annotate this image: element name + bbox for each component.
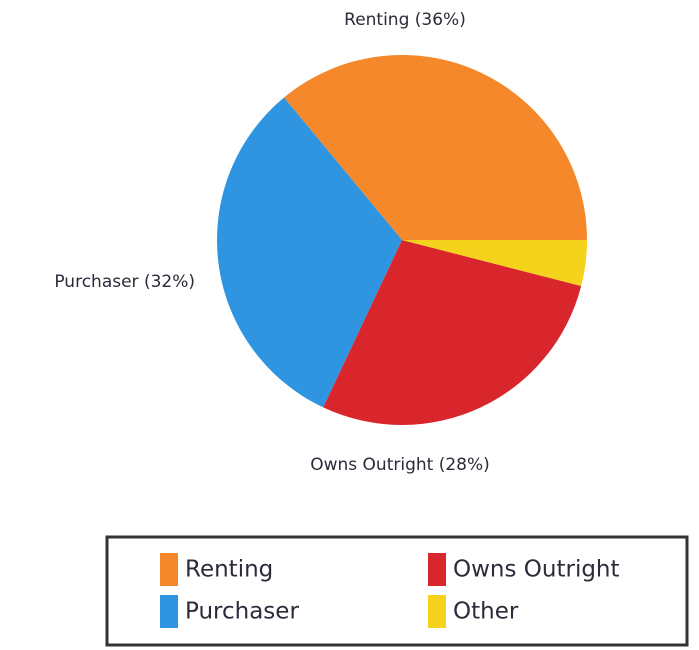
- slice-label: Renting (36%): [344, 10, 466, 30]
- legend-swatch: [428, 553, 446, 586]
- slice-label: Owns Outright (28%): [310, 455, 490, 475]
- legend-label: Purchaser: [185, 599, 299, 625]
- legend-label: Renting: [185, 557, 273, 583]
- pie-slice: [323, 240, 582, 425]
- legend-box: [105, 535, 689, 647]
- legend-label: Other: [453, 599, 519, 625]
- legend-swatch: [428, 595, 446, 628]
- pie-slice: [217, 97, 402, 408]
- legend-swatch: [160, 553, 178, 586]
- slice-label: Purchaser (32%): [54, 272, 195, 292]
- legend-swatch: [160, 595, 178, 628]
- legend-label: Owns Outright: [453, 557, 620, 583]
- pie-slice: [402, 240, 587, 287]
- pie-slice: [284, 54, 588, 240]
